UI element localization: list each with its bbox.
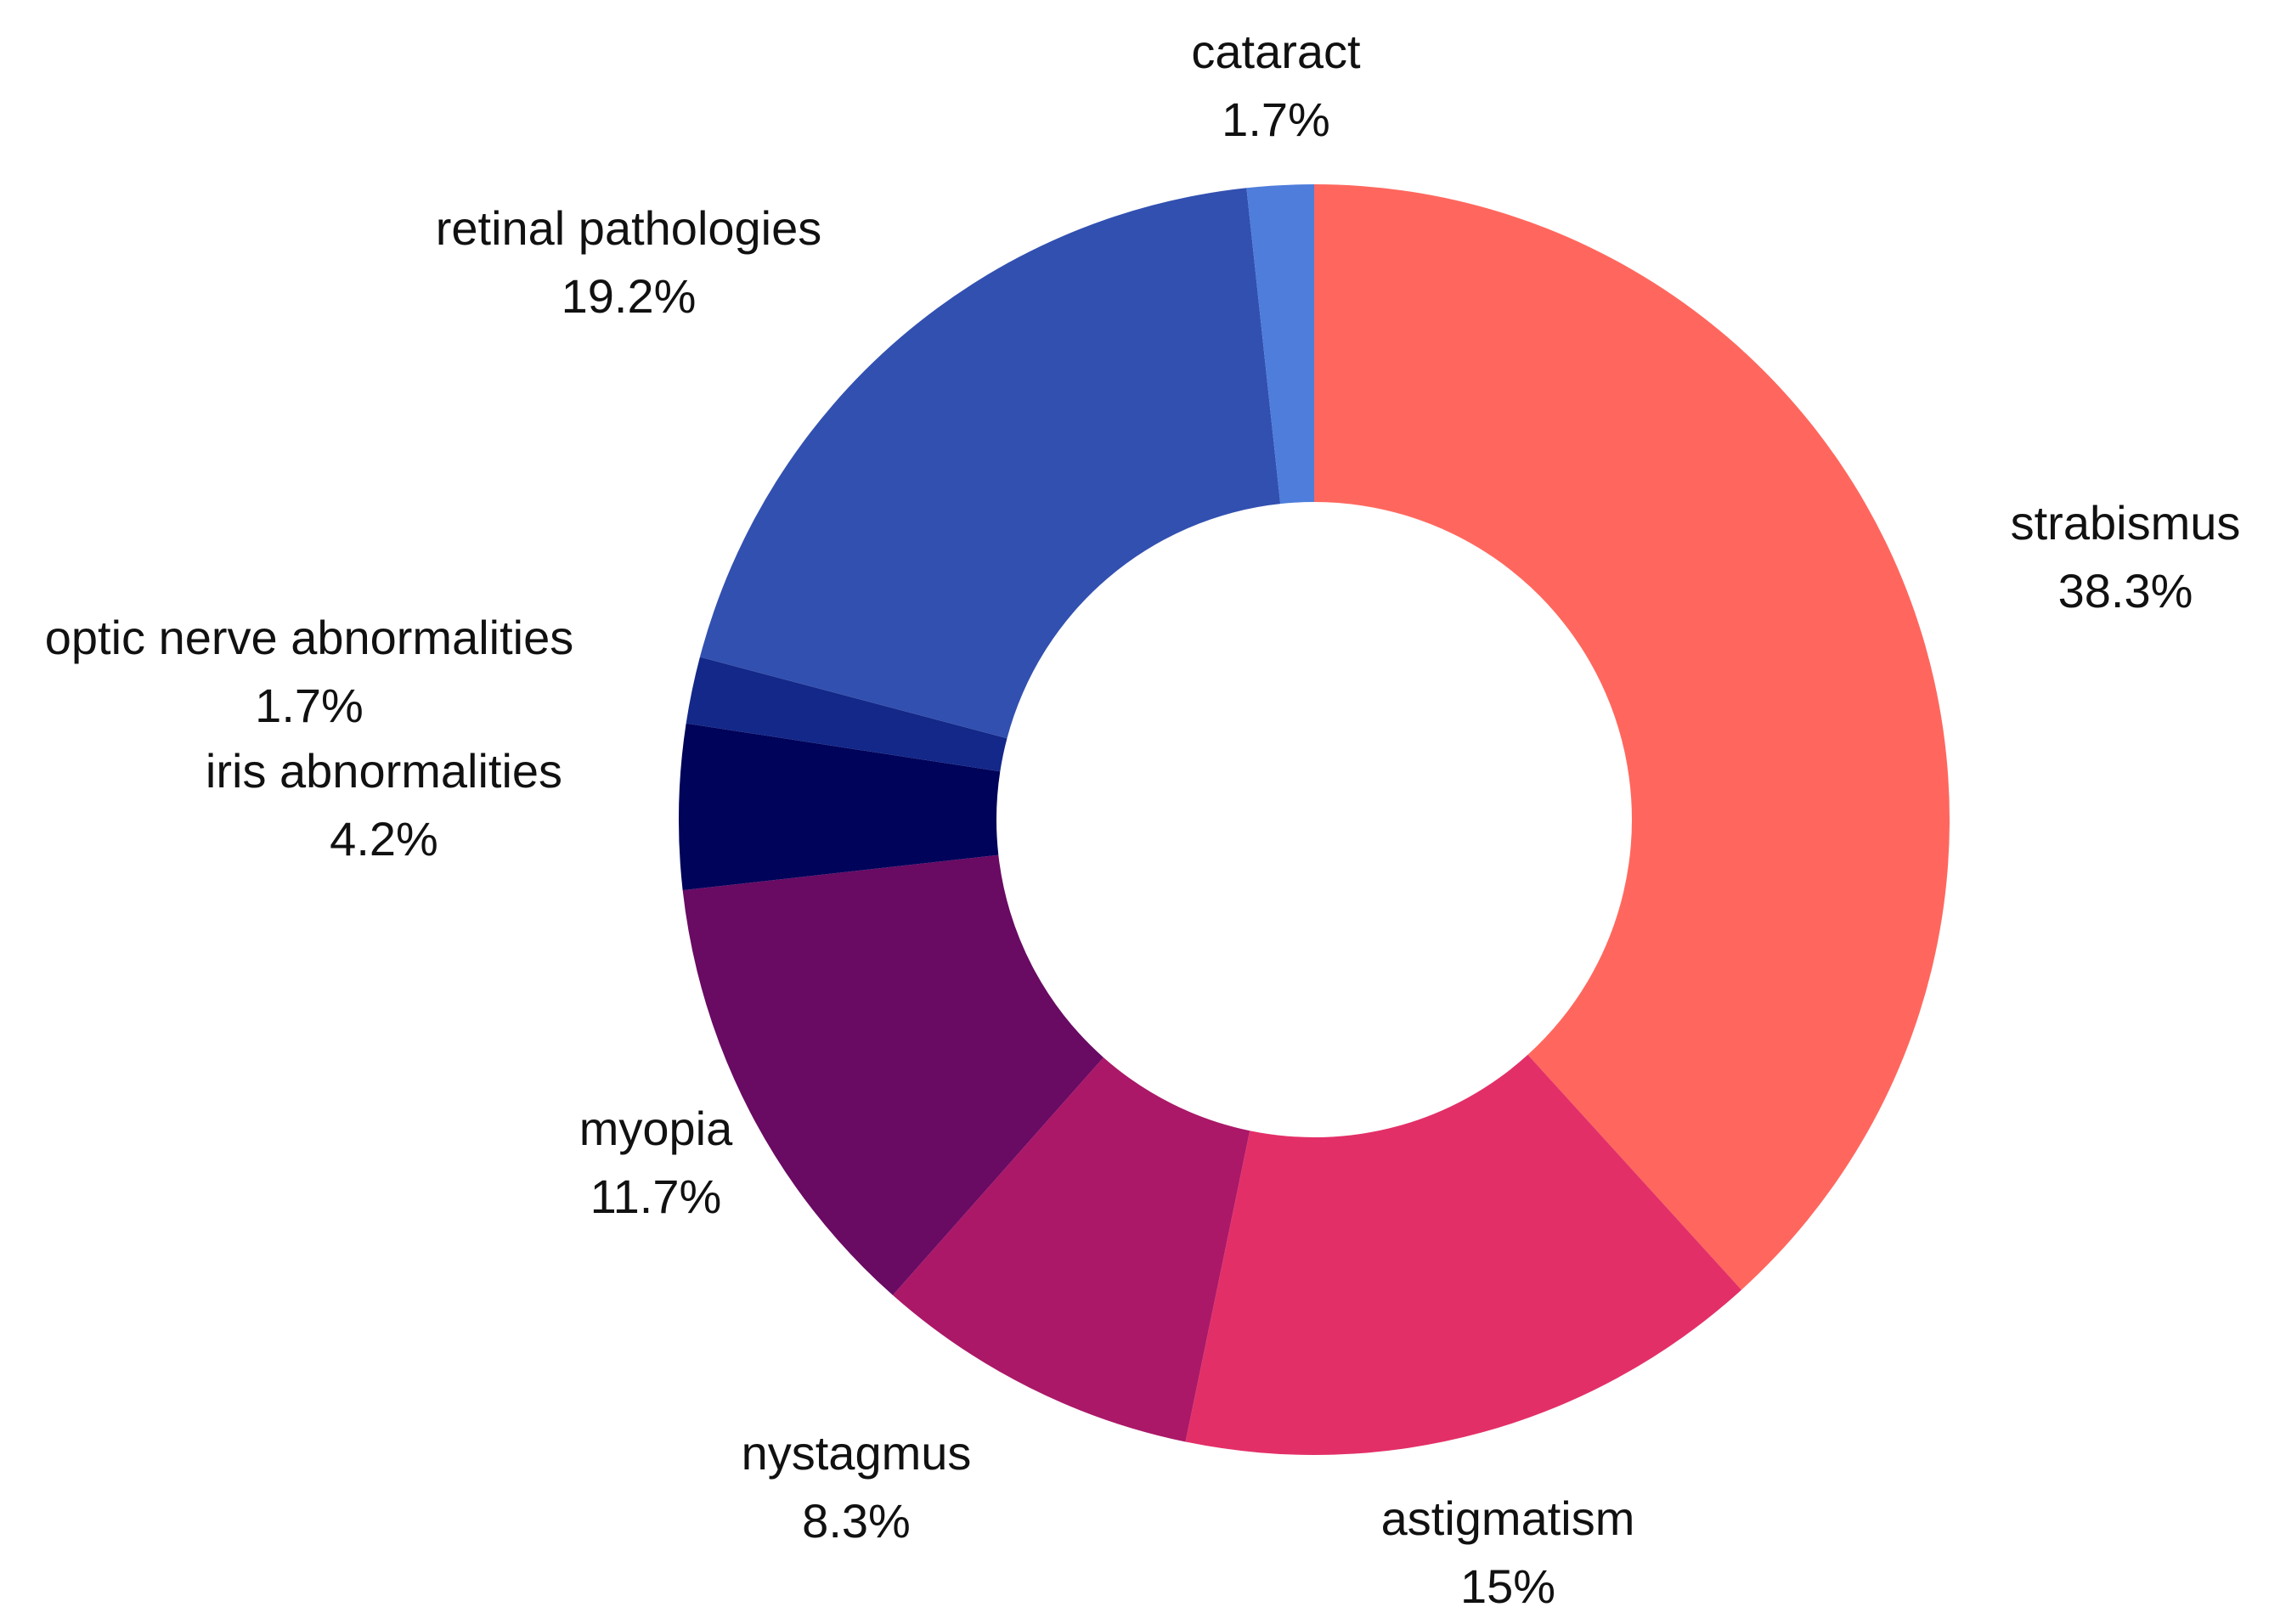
- slice-label-cataract: cataract 1.7%: [1191, 25, 1361, 146]
- slice-iris-abnormalities: [678, 723, 1001, 891]
- slices-layer: [678, 184, 1950, 1455]
- slice-value-label: 1.7%: [255, 679, 364, 732]
- slice-value-label: 8.3%: [802, 1494, 911, 1548]
- slice-value-label: 1.7%: [1222, 93, 1330, 146]
- slice-category-label: astigmatism: [1381, 1491, 1635, 1545]
- slice-label-iris-abnormalities: iris abnormalities 4.2%: [206, 744, 562, 866]
- slice-category-label: optic nerve abnormalities: [45, 611, 574, 664]
- slice-cataract: [1246, 184, 1314, 505]
- slice-astigmatism: [1185, 1054, 1742, 1455]
- slice-optic-nerve-abnormalities: [686, 657, 1008, 772]
- slice-category-label: nystagmus: [742, 1426, 972, 1480]
- slice-category-label: retinal pathologies: [436, 201, 822, 255]
- slice-value-label: 38.3%: [2058, 564, 2193, 617]
- slice-category-label: strabismus: [2011, 496, 2241, 550]
- labels-layer: strabismus 38.3% astigmatism 15% nystagmus 8.…: [45, 25, 2241, 1613]
- slice-strabismus: [1314, 184, 1950, 1290]
- slice-category-label: cataract: [1191, 25, 1361, 78]
- slice-label-strabismus: strabismus 38.3%: [2011, 496, 2241, 617]
- slice-label-myopia: myopia 11.7%: [579, 1102, 733, 1223]
- slice-label-retinal-pathologies: retinal pathologies 19.2%: [436, 201, 822, 323]
- slice-nystagmus: [892, 1057, 1250, 1442]
- slice-value-label: 11.7%: [590, 1170, 722, 1223]
- slice-value-label: 19.2%: [562, 269, 697, 323]
- slice-value-label: 4.2%: [330, 812, 438, 866]
- slice-label-nystagmus: nystagmus 8.3%: [742, 1426, 972, 1548]
- slice-label-astigmatism: astigmatism 15%: [1381, 1491, 1635, 1613]
- slice-value-label: 15%: [1460, 1559, 1555, 1613]
- slice-myopia: [682, 854, 1103, 1295]
- slice-retinal-pathologies: [699, 188, 1281, 739]
- slice-category-label: myopia: [579, 1102, 733, 1155]
- slice-label-optic-nerve-abnormalities: optic nerve abnormalities 1.7%: [45, 611, 574, 732]
- slice-category-label: iris abnormalities: [206, 744, 562, 798]
